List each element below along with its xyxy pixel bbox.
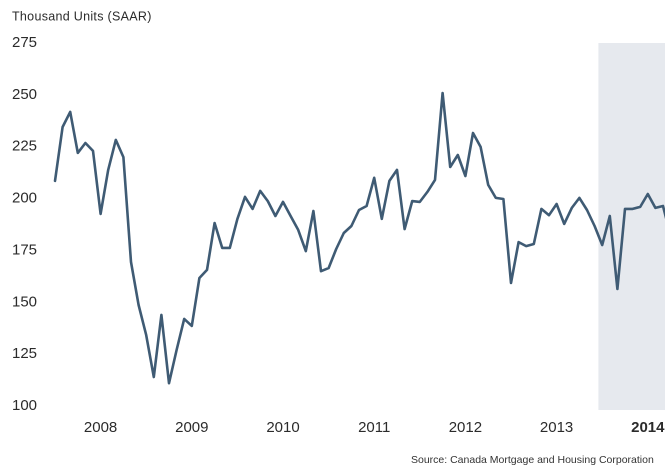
y-tick-label: 100 [12, 397, 37, 414]
y-axis-label: Thousand Units (SAAR) [12, 9, 152, 23]
x-tick-label: 2013 [540, 419, 573, 436]
x-tick-label: 2011 [358, 419, 390, 436]
y-tick-label: 150 [12, 293, 37, 310]
x-tick-label: 2008 [84, 419, 117, 436]
y-tick-label: 225 [12, 138, 37, 155]
x-tick-label: 2010 [266, 419, 299, 436]
source-note: Source: Canada Mortgage and Housing Corp… [411, 454, 654, 466]
y-tick-label: 125 [12, 345, 37, 362]
y-tick-label: 175 [12, 241, 37, 258]
x-tick-label: 2009 [175, 419, 208, 436]
x-tick-label: 2014 [631, 419, 665, 436]
data-line [53, 91, 665, 385]
highlight-band [598, 43, 665, 410]
y-tick-label: 275 [12, 34, 37, 51]
x-tick-label: 2012 [449, 419, 482, 436]
y-tick-label: 200 [12, 190, 37, 207]
y-tick-label: 250 [12, 86, 37, 103]
